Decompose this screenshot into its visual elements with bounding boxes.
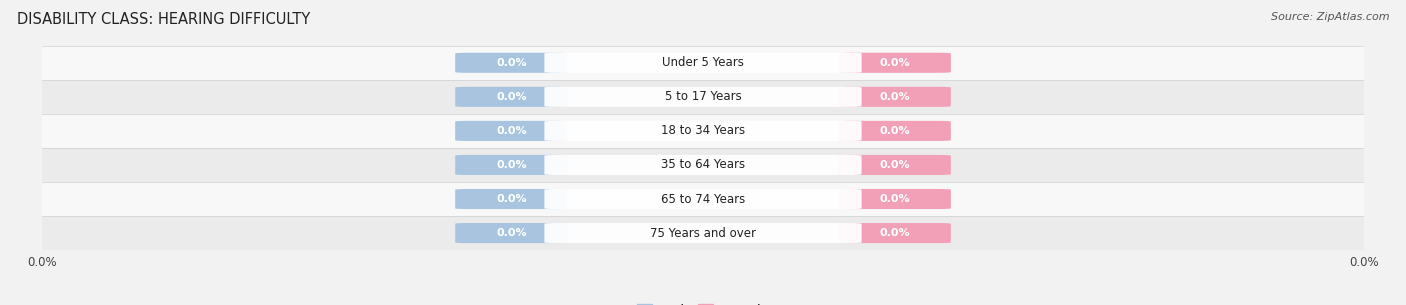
FancyBboxPatch shape [838, 155, 950, 175]
FancyBboxPatch shape [544, 87, 862, 107]
FancyBboxPatch shape [838, 87, 950, 107]
Text: 0.0%: 0.0% [496, 228, 527, 238]
FancyBboxPatch shape [456, 121, 568, 141]
Legend: Male, Female: Male, Female [633, 299, 773, 305]
FancyBboxPatch shape [42, 46, 1364, 80]
Text: 0.0%: 0.0% [879, 228, 910, 238]
FancyBboxPatch shape [456, 189, 568, 209]
FancyBboxPatch shape [838, 121, 950, 141]
Text: DISABILITY CLASS: HEARING DIFFICULTY: DISABILITY CLASS: HEARING DIFFICULTY [17, 12, 311, 27]
FancyBboxPatch shape [544, 121, 862, 141]
Text: 0.0%: 0.0% [879, 194, 910, 204]
Text: 65 to 74 Years: 65 to 74 Years [661, 192, 745, 206]
Text: 5 to 17 Years: 5 to 17 Years [665, 90, 741, 103]
Text: 0.0%: 0.0% [879, 92, 910, 102]
Text: 0.0%: 0.0% [496, 126, 527, 136]
Text: 0.0%: 0.0% [879, 160, 910, 170]
Text: 0.0%: 0.0% [496, 160, 527, 170]
Text: 0.0%: 0.0% [496, 194, 527, 204]
FancyBboxPatch shape [456, 155, 568, 175]
FancyBboxPatch shape [42, 148, 1364, 182]
FancyBboxPatch shape [456, 87, 568, 107]
FancyBboxPatch shape [544, 223, 862, 243]
FancyBboxPatch shape [544, 189, 862, 209]
Text: 0.0%: 0.0% [879, 126, 910, 136]
Text: 0.0%: 0.0% [496, 92, 527, 102]
FancyBboxPatch shape [42, 216, 1364, 250]
FancyBboxPatch shape [42, 80, 1364, 114]
Text: 18 to 34 Years: 18 to 34 Years [661, 124, 745, 137]
FancyBboxPatch shape [838, 189, 950, 209]
FancyBboxPatch shape [42, 114, 1364, 148]
Text: Source: ZipAtlas.com: Source: ZipAtlas.com [1271, 12, 1389, 22]
FancyBboxPatch shape [456, 223, 568, 243]
Text: Under 5 Years: Under 5 Years [662, 56, 744, 69]
FancyBboxPatch shape [42, 182, 1364, 216]
Text: 0.0%: 0.0% [879, 58, 910, 68]
FancyBboxPatch shape [838, 223, 950, 243]
FancyBboxPatch shape [544, 155, 862, 175]
Text: 75 Years and over: 75 Years and over [650, 227, 756, 239]
FancyBboxPatch shape [456, 53, 568, 73]
FancyBboxPatch shape [838, 53, 950, 73]
FancyBboxPatch shape [544, 53, 862, 73]
Text: 35 to 64 Years: 35 to 64 Years [661, 159, 745, 171]
Text: 0.0%: 0.0% [496, 58, 527, 68]
